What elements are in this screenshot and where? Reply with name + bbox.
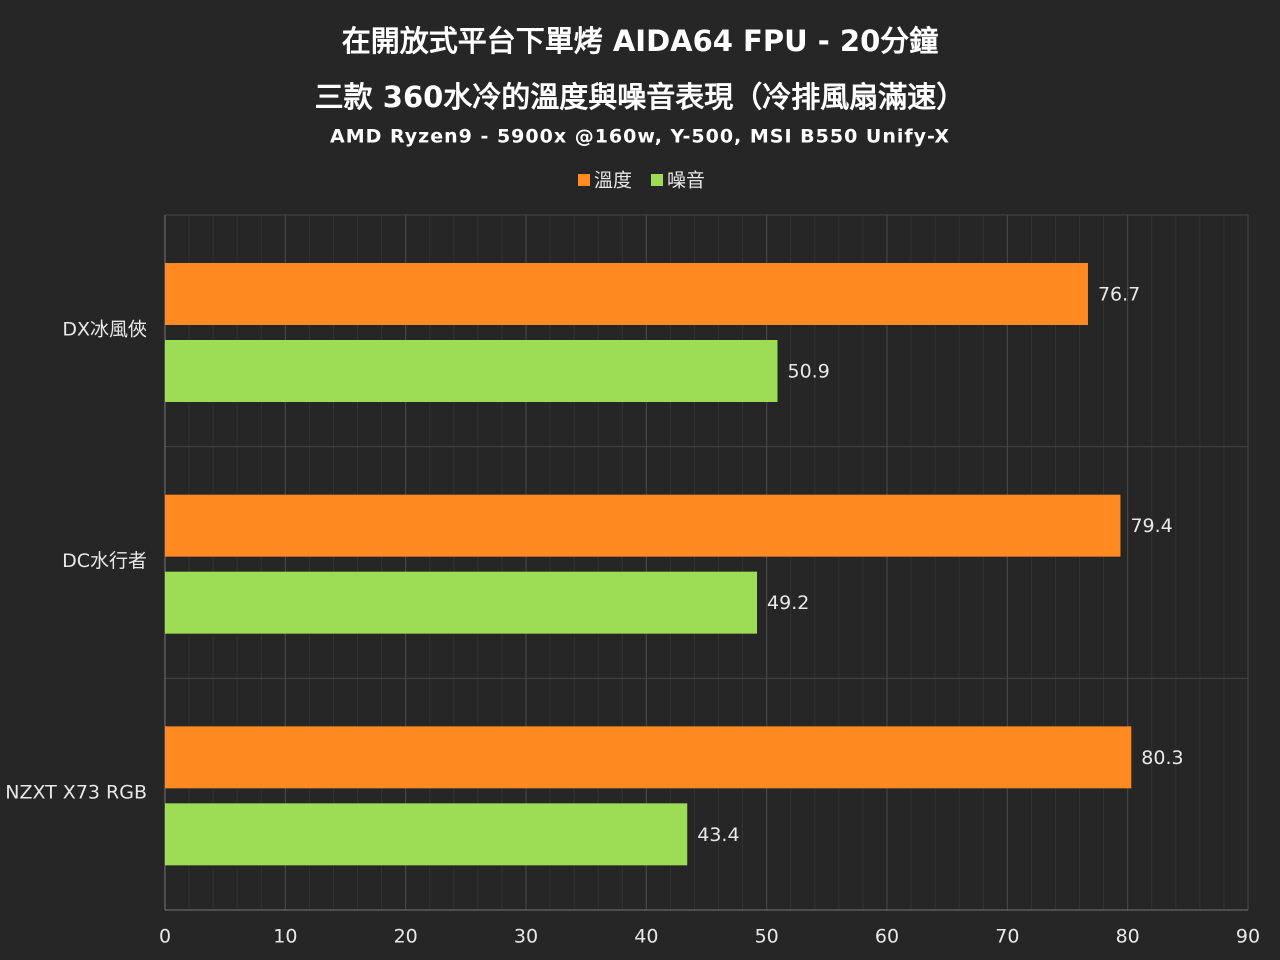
value-label: 76.7 (1098, 284, 1140, 306)
value-label: 49.2 (767, 592, 809, 614)
bar (165, 726, 1132, 789)
chart-subtitle: 三款 360水冷的溫度與噪音表現（冷排風扇滿速） (315, 80, 966, 114)
legend-swatch (651, 174, 663, 186)
bar (165, 571, 758, 634)
chart-caption: AMD Ryzen9 - 5900x @160w, Y-500, MSI B55… (330, 126, 950, 148)
x-tick-label: 20 (394, 926, 418, 948)
bar (165, 494, 1121, 557)
y-tick-label: DC水行者 (62, 550, 147, 572)
legend-label: 溫度 (594, 170, 632, 192)
value-label: 79.4 (1130, 515, 1172, 537)
legend-label: 噪音 (667, 170, 705, 192)
x-tick-label: 70 (995, 926, 1019, 948)
x-tick-label: 90 (1236, 926, 1260, 948)
value-label: 80.3 (1141, 747, 1183, 769)
legend-swatch (578, 174, 590, 186)
x-tick-label: 10 (273, 926, 297, 948)
chart-title: 在開放式平台下單烤 AIDA64 FPU - 20分鐘 (342, 24, 939, 58)
x-tick-label: 60 (875, 926, 899, 948)
y-tick-label: NZXT X73 RGB (5, 782, 147, 804)
value-label: 43.4 (697, 824, 739, 846)
x-tick-label: 80 (1116, 926, 1140, 948)
x-tick-label: 50 (755, 926, 779, 948)
value-label: 50.9 (787, 361, 829, 383)
y-tick-label: DX冰風俠 (62, 318, 147, 340)
x-tick-label: 30 (514, 926, 538, 948)
bar (165, 803, 688, 866)
x-tick-label: 40 (634, 926, 658, 948)
x-tick-label: 0 (159, 926, 171, 948)
bar (165, 340, 778, 402)
bar (165, 263, 1088, 325)
